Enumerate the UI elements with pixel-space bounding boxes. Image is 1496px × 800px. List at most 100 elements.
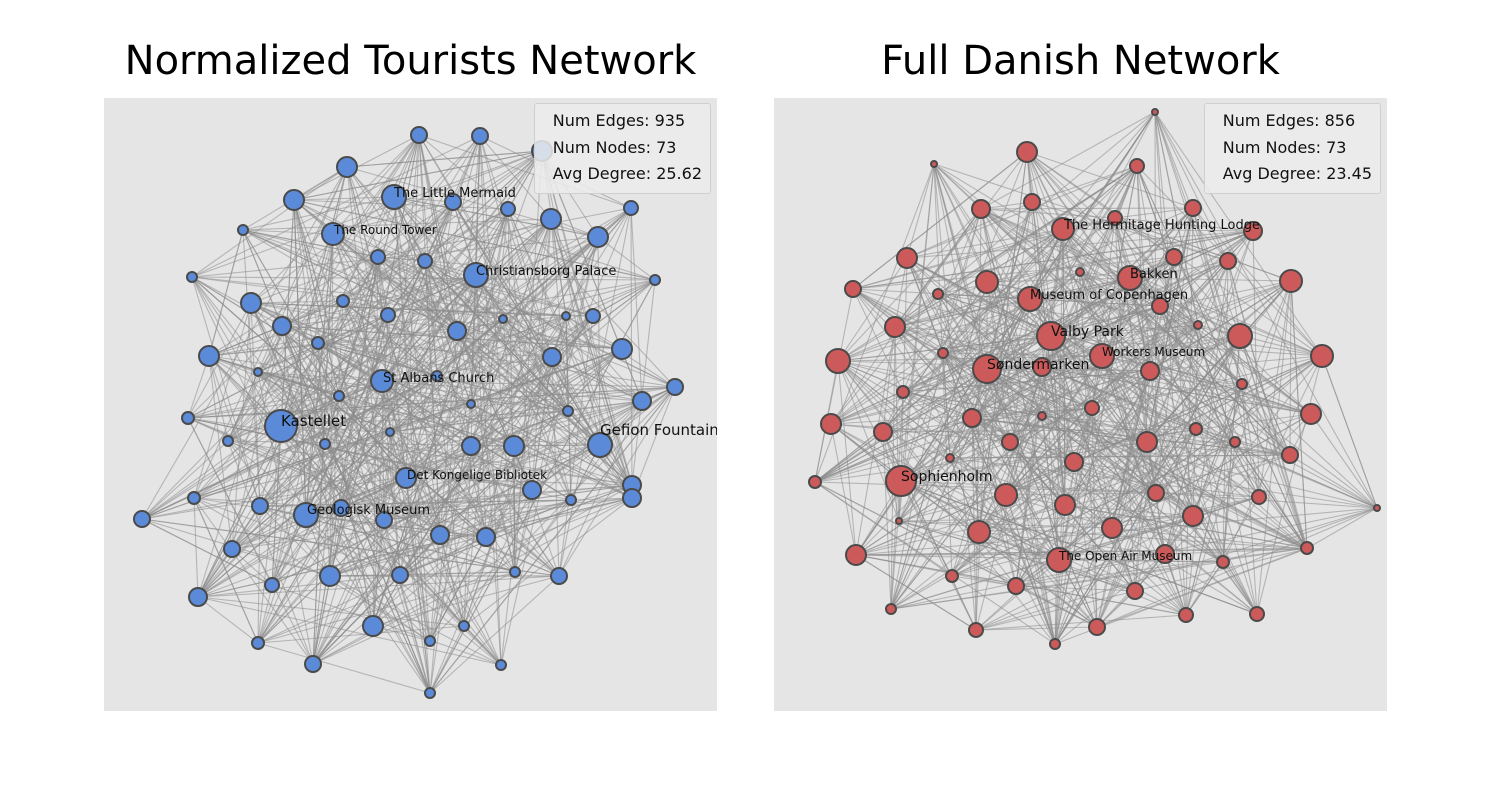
- edge: [191, 276, 283, 327]
- edge: [837, 360, 1017, 587]
- edge: [900, 480, 1136, 592]
- network-node: [375, 511, 393, 529]
- edge: [227, 440, 314, 665]
- edge: [332, 233, 560, 577]
- network-node: [1373, 504, 1381, 512]
- edge: [197, 596, 259, 644]
- edge: [933, 163, 1011, 443]
- network-node: [1001, 433, 1019, 451]
- edge: [1058, 496, 1260, 561]
- network-node: [509, 566, 521, 578]
- edge: [1305, 507, 1378, 550]
- network-node: [293, 502, 319, 528]
- edge: [312, 445, 472, 665]
- edge: [951, 575, 1017, 587]
- edge: [978, 151, 1028, 533]
- network-node: [1182, 505, 1204, 527]
- edge: [271, 199, 295, 586]
- network-node: [1251, 489, 1267, 505]
- network-node: [1140, 361, 1160, 381]
- edge: [978, 531, 1098, 628]
- edge: [429, 575, 560, 694]
- network-node: [272, 316, 292, 336]
- network-node: [845, 544, 867, 566]
- edge: [305, 514, 431, 642]
- edge: [242, 218, 552, 231]
- network-node: [430, 525, 450, 545]
- edge: [1101, 207, 1194, 357]
- edge: [1062, 228, 1194, 517]
- network-node: [1184, 199, 1202, 217]
- network-node: [611, 338, 633, 360]
- edge: [197, 330, 458, 598]
- network-node: [873, 422, 893, 442]
- edge: [1111, 324, 1199, 529]
- network-node: [495, 659, 507, 671]
- network-node: [321, 222, 345, 246]
- network-node: [1107, 210, 1123, 226]
- network-node: [1117, 265, 1143, 291]
- edge: [393, 196, 656, 281]
- network-node: [498, 314, 508, 324]
- network-node: [1054, 494, 1076, 516]
- edge: [197, 325, 283, 598]
- edge: [342, 300, 438, 377]
- edge: [259, 505, 401, 576]
- network-node: [336, 156, 358, 178]
- network-node: [1101, 517, 1123, 539]
- network-node: [447, 321, 467, 341]
- edge: [424, 260, 487, 538]
- node-label: Museum of Copenhagen: [1030, 288, 1188, 303]
- edge: [1058, 428, 1197, 561]
- edge: [558, 315, 594, 577]
- edge: [257, 356, 553, 644]
- edge: [855, 554, 977, 631]
- network-node: [623, 200, 639, 216]
- network-node: [253, 367, 263, 377]
- edge: [1031, 201, 1229, 262]
- edge: [187, 417, 273, 586]
- edge: [980, 111, 1156, 210]
- edge: [1111, 527, 1258, 615]
- edge: [293, 199, 633, 486]
- edge: [514, 236, 599, 573]
- network-node: [188, 587, 208, 607]
- danish-network-graph: The Hermitage Hunting Lodge Bakken Museum …: [808, 108, 1381, 650]
- edge: [1234, 441, 1308, 549]
- edge: [902, 391, 951, 459]
- edge: [894, 165, 1138, 328]
- network-node: [937, 347, 949, 359]
- edge: [890, 111, 1156, 610]
- edge: [1164, 553, 1187, 616]
- network-node: [550, 567, 568, 585]
- network-node: [649, 274, 661, 286]
- network-node: [825, 348, 851, 374]
- edge: [1154, 111, 1187, 616]
- edge: [1159, 305, 1236, 443]
- edge: [1096, 335, 1241, 628]
- edge: [479, 135, 516, 573]
- edge: [332, 134, 420, 235]
- edge: [882, 431, 892, 610]
- edge: [191, 276, 431, 694]
- edge: [1195, 428, 1291, 456]
- edge: [383, 497, 633, 521]
- edge: [980, 208, 1060, 561]
- network-node: [471, 127, 489, 145]
- network-node: [187, 491, 201, 505]
- edge: [1054, 228, 1064, 645]
- network-node: [1193, 320, 1203, 330]
- num-edges: Num Edges: 935: [552, 111, 686, 130]
- node-label: Det Kongelige Bibliotek: [407, 468, 547, 482]
- network-node: [370, 369, 394, 393]
- edge: [332, 233, 533, 491]
- edge: [197, 574, 401, 598]
- edge: [942, 352, 1098, 628]
- edge: [1073, 461, 1378, 509]
- network-node: [424, 635, 436, 647]
- network-node: [444, 193, 462, 211]
- edge: [424, 260, 441, 536]
- edge: [193, 497, 314, 665]
- network-node: [424, 687, 436, 699]
- edge: [1041, 415, 1113, 529]
